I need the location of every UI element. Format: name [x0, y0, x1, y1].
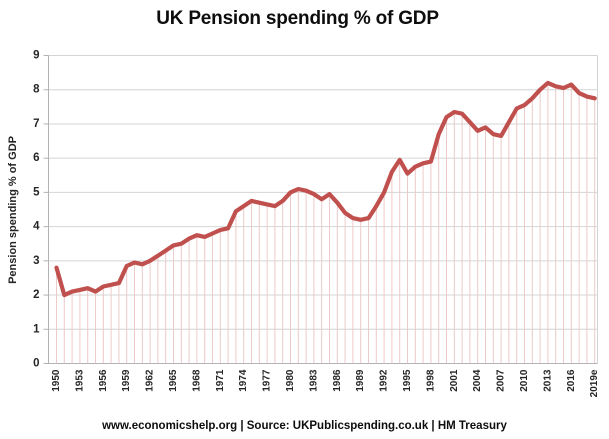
x-tick-label: 2007 [496, 369, 507, 392]
y-tick-label: 1 [33, 323, 40, 335]
y-axis: 0 1 2 3 4 5 6 7 8 9 [33, 50, 49, 370]
y-tick-label: 0 [33, 358, 39, 370]
x-tick-label: 2004 [472, 369, 483, 392]
x-tick-label: 1971 [215, 369, 226, 392]
gridlines [48, 55, 598, 330]
chart-title: UK Pension spending % of GDP [156, 8, 439, 29]
x-tick-label: 1983 [308, 369, 319, 392]
x-tick-label: 2013 [542, 369, 553, 392]
data-line-pension-spending [54, 80, 597, 298]
x-tick-label: 1956 [98, 369, 109, 392]
y-tick-label: 6 [33, 152, 39, 164]
x-tick-label: 1986 [332, 369, 343, 392]
x-tick-label: 2001 [449, 369, 460, 392]
y-tick-label: 4 [33, 221, 40, 233]
y-tick-label: 8 [33, 84, 40, 96]
x-tick-label: 2010 [519, 369, 530, 392]
x-tick-label: 1980 [285, 369, 296, 392]
x-tick-label: 1995 [402, 369, 413, 392]
x-tick-label: 1998 [425, 369, 436, 392]
x-tick-label: 1962 [145, 369, 156, 392]
y-tick-label: 7 [33, 118, 39, 130]
x-tick-label: 1959 [121, 369, 132, 392]
drop-lines [56, 84, 596, 364]
x-tick-label: 1950 [51, 369, 62, 392]
x-axis: 1950 1953 1956 1959 1962 1965 1968 1971 1974 1977… [51, 369, 600, 397]
x-tick-label: 1989 [355, 369, 366, 392]
y-tick-label: 3 [33, 255, 39, 267]
x-tick-label: 1965 [168, 369, 179, 392]
y-tick-label: 2 [33, 289, 39, 301]
source-attribution: www.economicshelp.org | Source: UKPublic… [102, 420, 507, 432]
y-tick-label: 5 [33, 186, 40, 198]
x-tick-label: 2019e [589, 369, 600, 397]
x-tick-label: 2016 [566, 369, 577, 392]
x-tick-label: 1977 [262, 369, 273, 392]
x-tick-label: 1968 [191, 369, 202, 392]
plot-border [48, 55, 598, 364]
y-tick-label: 9 [33, 50, 39, 62]
x-tick-label: 1992 [379, 369, 390, 392]
x-tick-label: 1974 [238, 369, 249, 392]
x-tick-label: 1953 [74, 369, 85, 392]
